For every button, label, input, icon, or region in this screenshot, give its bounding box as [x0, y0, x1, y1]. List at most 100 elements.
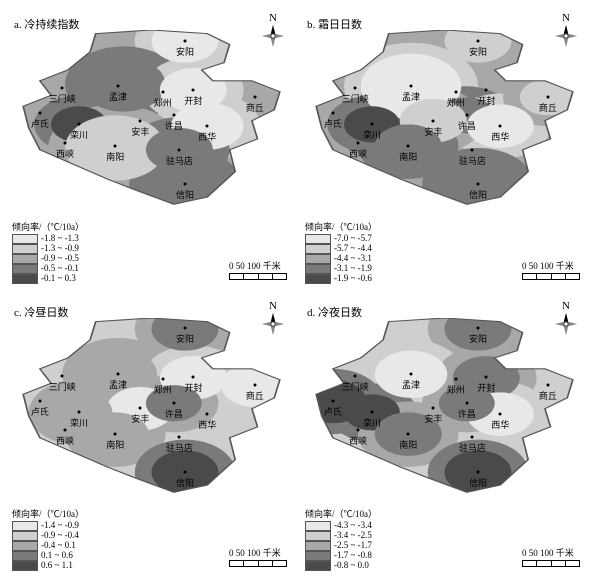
city-marker [407, 432, 410, 435]
city-marker [476, 183, 479, 186]
city-marker [476, 39, 479, 42]
city-label: 栾川 [70, 416, 88, 429]
city-label: 商丘 [246, 101, 264, 114]
legend-title: 倾向率/（℃/10a） [305, 507, 377, 520]
city-label: 西峡 [349, 434, 367, 447]
legend-swatch [12, 521, 38, 531]
city-label: 开封 [184, 94, 202, 107]
city-marker [183, 183, 186, 186]
city-marker [370, 410, 373, 413]
scale-label: 0 50 100 千米 [229, 546, 287, 559]
legend-label: -1.8 ~ -1.3 [41, 234, 79, 244]
legend-label: -7.0 ~ -5.7 [334, 234, 372, 244]
legend-swatch [305, 244, 331, 254]
legend-swatch [12, 551, 38, 561]
city-label: 南阳 [399, 150, 417, 163]
city-marker [465, 114, 468, 117]
city-label: 三门峡 [49, 92, 76, 105]
legend-label: -1.9 ~ -0.6 [334, 274, 372, 284]
city-label: 安丰 [424, 412, 442, 425]
city-label: 安丰 [131, 125, 149, 138]
legend: 倾向率/（℃/10a） -4.3 ~ -3.4 -3.4 ~ -2.5 -2.5… [305, 507, 377, 571]
city-label: 西华 [491, 130, 509, 143]
legend-row: -0.1 ~ 0.3 [12, 274, 84, 284]
city-marker [192, 376, 195, 379]
city-marker [407, 145, 410, 148]
city-label: 西华 [198, 418, 216, 431]
city-label: 驻马店 [459, 441, 486, 454]
legend-swatch [12, 274, 38, 284]
city-label: 孟津 [402, 378, 420, 391]
city-marker [432, 119, 435, 122]
legend-swatch [305, 254, 331, 264]
map-panel-grid: a. 冷持续指数N 安阳三门峡孟津郑州开封商丘卢氏栾川安丰许昌西华西峡南阳驻马店… [8, 8, 588, 577]
legend-swatch [305, 264, 331, 274]
city-marker [64, 429, 67, 432]
city-marker [331, 399, 334, 402]
city-label: 西华 [198, 130, 216, 143]
city-marker [354, 87, 357, 90]
scale-bar-graphic [522, 560, 580, 567]
city-marker [61, 374, 64, 377]
city-label: 孟津 [109, 378, 127, 391]
city-label: 孟津 [402, 90, 420, 103]
city-label: 孟津 [109, 90, 127, 103]
city-label: 安丰 [131, 412, 149, 425]
legend-swatch [12, 244, 38, 254]
scale-bar-graphic [229, 273, 287, 280]
city-marker [354, 374, 357, 377]
city-label: 驻马店 [166, 441, 193, 454]
city-label: 开封 [477, 94, 495, 107]
legend-label: -1.3 ~ -0.9 [41, 244, 79, 254]
city-label: 栾川 [363, 416, 381, 429]
legend-row: -5.7 ~ -4.4 [305, 244, 377, 254]
city-label: 三门峡 [49, 380, 76, 393]
city-label: 南阳 [399, 438, 417, 451]
legend-title: 倾向率/（℃/10a） [12, 507, 84, 520]
city-label: 安丰 [424, 125, 442, 138]
legend-title: 倾向率/（℃/10a） [12, 220, 84, 233]
legend-row: -0.9 ~ -0.5 [12, 254, 84, 264]
city-marker [370, 123, 373, 126]
legend-label: -0.5 ~ -0.1 [41, 264, 79, 274]
legend-row: -1.8 ~ -1.3 [12, 234, 84, 244]
city-marker [178, 148, 181, 151]
legend-row: -0.5 ~ -0.1 [12, 264, 84, 274]
scale-bar: 0 50 100 千米 [522, 546, 580, 567]
city-marker [485, 88, 488, 91]
legend-swatch [305, 521, 331, 531]
city-label: 三门峡 [342, 92, 369, 105]
scale-bar: 0 50 100 千米 [522, 259, 580, 280]
legend-label: -0.8 ~ 0.0 [334, 561, 369, 571]
city-marker [183, 39, 186, 42]
city-marker [471, 436, 474, 439]
city-marker [183, 327, 186, 330]
city-label: 西峡 [56, 147, 74, 160]
city-marker [161, 90, 164, 93]
city-marker [253, 96, 256, 99]
legend-swatch [305, 561, 331, 571]
scale-bar-graphic [522, 273, 580, 280]
city-marker [117, 372, 120, 375]
city-marker [476, 470, 479, 473]
legend-row: -0.8 ~ 0.0 [305, 561, 377, 571]
panel-a: a. 冷持续指数N 安阳三门峡孟津郑州开封商丘卢氏栾川安丰许昌西华西峡南阳驻马店… [8, 8, 295, 290]
city-marker [192, 88, 195, 91]
city-label: 栾川 [363, 128, 381, 141]
city-label: 郑州 [154, 96, 172, 109]
choropleth-map: 安阳三门峡孟津郑州开封商丘卢氏栾川安丰许昌西华西峡南阳驻马店信阳 [305, 318, 584, 500]
city-marker [77, 123, 80, 126]
scale-bar: 0 50 100 千米 [229, 546, 287, 567]
city-marker [476, 327, 479, 330]
city-marker [546, 96, 549, 99]
city-label: 商丘 [246, 389, 264, 402]
city-marker [114, 432, 117, 435]
legend-title: 倾向率/（℃/10a） [305, 220, 377, 233]
city-marker [331, 112, 334, 115]
city-marker [410, 372, 413, 375]
panel-c: c. 冷昼日数N 安阳三门峡孟津郑州开封商丘卢氏栾川安丰许昌西华西峡南阳驻马店信… [8, 296, 295, 578]
city-marker [432, 407, 435, 410]
city-label: 南阳 [106, 438, 124, 451]
legend-swatch [12, 234, 38, 244]
city-marker [139, 119, 142, 122]
